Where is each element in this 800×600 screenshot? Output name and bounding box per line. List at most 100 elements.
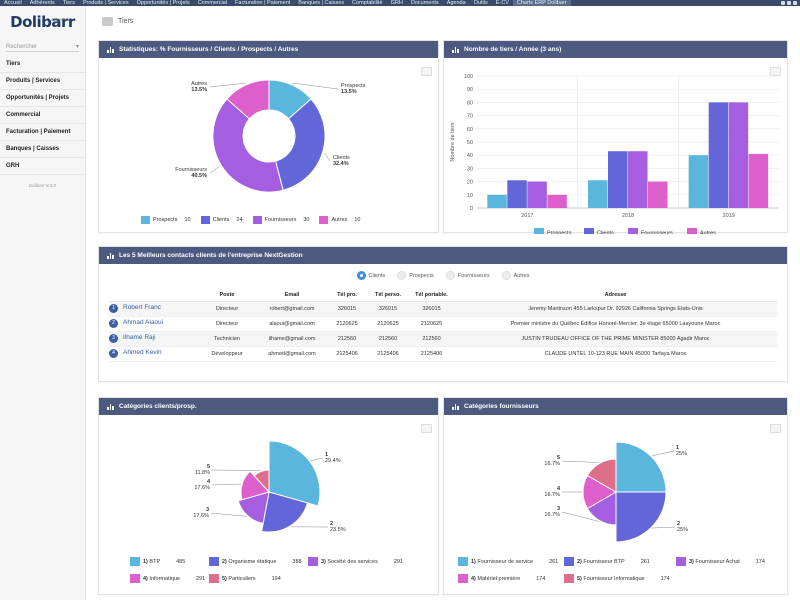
legend-item-particuliers[interactable]: 5) Particuliers 194 (209, 574, 281, 583)
top-menu-comptabilite[interactable]: Comptabilité (352, 0, 383, 6)
legend-swatch-clients[interactable] (584, 228, 594, 234)
legend-swatch-fournisseurs[interactable] (628, 228, 638, 234)
top-menu-charts-erp-dolibarr[interactable]: Charts ERP Dolibarr (512, 0, 571, 6)
top-menu-documents[interactable]: Documents (410, 0, 439, 6)
top-menu-grh[interactable]: GRH (390, 0, 403, 6)
filter-radio-fournisseurs[interactable]: Fournisseurs (445, 271, 490, 280)
legend-swatch-prospects[interactable] (141, 216, 150, 224)
top-right-icons (781, 1, 800, 5)
legend-item-societe-des-services[interactable]: 3) Société des services 291 (308, 557, 403, 566)
table-row[interactable]: 1 Robert Franc Directeur robert@gmail.com 32… (109, 301, 777, 317)
contact-name-cell[interactable]: 3 Ilhame Raji (109, 331, 197, 347)
bar-prospects-2019[interactable] (688, 155, 709, 208)
pie-slice-fournisseur-informatique[interactable] (586, 458, 617, 493)
top-menu-produits-services[interactable]: Produits | Services (82, 0, 129, 6)
chart-menu-button[interactable] (770, 424, 781, 433)
legend-swatch-autres[interactable] (687, 228, 697, 234)
top-menu-commercial[interactable]: Commercial (197, 0, 228, 6)
search-select[interactable]: Rechercher ▾ (6, 42, 79, 52)
sidebar-item-tiers[interactable]: Tiers (0, 56, 85, 73)
chart-menu-button[interactable] (421, 424, 432, 433)
sidebar-item-opportunites-projets[interactable]: Opportunités | Projets (0, 90, 85, 107)
top-menu-e-cv[interactable]: E-CV (495, 0, 509, 6)
contact-name-link[interactable]: Ahmed Kevin (123, 349, 162, 356)
legend-item-fournisseur-informatique[interactable]: 5) Fournisseur Informatique 174 (564, 574, 670, 583)
radio-circle[interactable] (501, 271, 511, 280)
bar-autres-2019[interactable] (748, 153, 769, 208)
contact-name-link[interactable]: Ahmad Alaoui (123, 319, 164, 326)
top-menu-adherents[interactable]: Adhérents (29, 0, 55, 6)
legend-item-organisme-etatique[interactable]: 2) Organisme étatique 388 (209, 557, 302, 566)
contact-name-link[interactable]: Ilhame Raji (123, 334, 156, 341)
legend-item-fournisseur-achat[interactable]: 3) Fournisseur Achat 174 (676, 557, 765, 566)
filter-radio-prospects[interactable]: Prospects (397, 271, 434, 280)
pie-slice-informatique[interactable] (240, 470, 270, 501)
cell-poste: Technicien (197, 331, 257, 347)
sidebar-item-banques-caisses[interactable]: Banques | Caisses (0, 141, 85, 158)
bar-fournisseurs-2018[interactable] (628, 151, 648, 208)
panel-title: Les 5 Meilleurs contacts clients de l'en… (119, 252, 303, 259)
pie-slice-particuliers[interactable] (253, 469, 270, 494)
table-row[interactable]: 2 Ahmad Alaoui Directeur alaoui@gmail.com 21… (109, 316, 777, 332)
donut-slice-autres[interactable] (226, 79, 270, 120)
legend-swatch-fournisseurs[interactable] (252, 216, 262, 224)
bar-autres-2017[interactable] (547, 194, 567, 208)
legend-swatch-clients[interactable] (200, 216, 210, 224)
top-menu-agenda[interactable]: Agenda (446, 0, 466, 6)
contact-name-cell[interactable]: 2 Ahmad Alaoui (109, 316, 197, 332)
sidebar-item-grh[interactable]: GRH (0, 158, 85, 175)
top-menu-facturation-paiement[interactable]: Facturation | Paiement (235, 0, 291, 6)
chart-menu-button[interactable] (770, 67, 781, 76)
bar-fournisseurs-2017[interactable] (527, 181, 547, 208)
sidebar-item-produits-services[interactable]: Produits | Services (0, 73, 85, 90)
filter-radio-autres[interactable]: Autres (501, 271, 529, 280)
legend-item-fournisseur-btp[interactable]: 2) Fournisseur BTP 261 (564, 557, 650, 566)
user-icon[interactable] (787, 1, 791, 5)
legend-item-materiel-premiere[interactable]: 4) Matériel première 174 (458, 574, 545, 583)
contact-name-cell[interactable]: 1 Robert Franc (109, 301, 197, 317)
legend-swatch-prospects[interactable] (534, 228, 544, 234)
table-row[interactable]: 3 Ilhame Raji Technicien ilhame@gmail.com 21… (109, 331, 777, 347)
pie-slice-fournisseur-de-service[interactable] (615, 441, 667, 493)
pie-slice-btp[interactable] (268, 440, 321, 507)
dolibarr-logo[interactable]: Dolibarr ERP/CRM (0, 6, 85, 38)
contact-name-cell[interactable]: 4 Ahmed Kevin (109, 346, 197, 362)
radio-circle[interactable] (445, 271, 455, 280)
donut-slice-clients[interactable] (274, 98, 326, 191)
bar-fournisseurs-2019[interactable] (728, 102, 749, 208)
cell-adresse: Jeremy Martinson 455 Larkspur Dr. 92926 … (454, 301, 777, 317)
sidebar-item-facturation-paiement[interactable]: Facturation | Paiement (0, 124, 85, 141)
radio-circle[interactable] (397, 271, 407, 280)
pie-slice-societe-des-services[interactable] (237, 491, 270, 525)
bar-prospects-2017[interactable] (487, 194, 507, 208)
bar-prospects-2018[interactable] (588, 180, 608, 208)
filter-radio-clients[interactable]: Clients (356, 271, 385, 280)
legend-item-informatique[interactable]: 4) Informatique 291 (130, 574, 205, 583)
bar-clients-2019[interactable] (708, 102, 729, 208)
table-row[interactable]: 4 Ahmed Kevin Développeur ahmed@gmail.com 21… (109, 346, 777, 362)
radio-circle[interactable] (356, 271, 366, 280)
pie-slice-organisme-etatique[interactable] (261, 491, 309, 533)
top-menu-outils[interactable]: Outils (473, 0, 488, 6)
legend-swatch-autres[interactable] (319, 216, 329, 224)
cell-adresse: CLAUDE UNTEL 10-123 RUE MAIN 45000 Tarfa… (454, 346, 777, 362)
pie-slice-fournisseur-btp[interactable] (615, 491, 667, 543)
top-menu-banques-caisses[interactable]: Banques | Caisses (298, 0, 345, 6)
pie-leader-line (310, 457, 324, 461)
legend-item-fournisseur-de-service[interactable]: 1) Fournisseur de service 261 (458, 557, 558, 566)
top-menu-opportunites-projets[interactable]: Opportunités | Projets (136, 0, 190, 6)
legend-index: 3) (321, 558, 326, 565)
chart-menu-button[interactable] (421, 67, 432, 76)
print-icon[interactable] (781, 1, 785, 5)
top-menu-tiers[interactable]: Tiers (62, 0, 75, 6)
donut-slice-fournisseurs[interactable] (212, 98, 284, 193)
pie-label-percent: 29.4% (325, 458, 341, 464)
logout-icon[interactable] (793, 1, 797, 5)
bar-autres-2018[interactable] (648, 181, 668, 208)
contact-name-link[interactable]: Robert Franc (123, 304, 161, 311)
legend-item-btp[interactable]: 1) BTP 485 (130, 557, 185, 566)
bar-clients-2017[interactable] (507, 180, 527, 208)
bar-clients-2018[interactable] (608, 151, 628, 208)
top-menu-accueil[interactable]: Accueil (4, 0, 22, 6)
sidebar-item-commercial[interactable]: Commercial (0, 107, 85, 124)
